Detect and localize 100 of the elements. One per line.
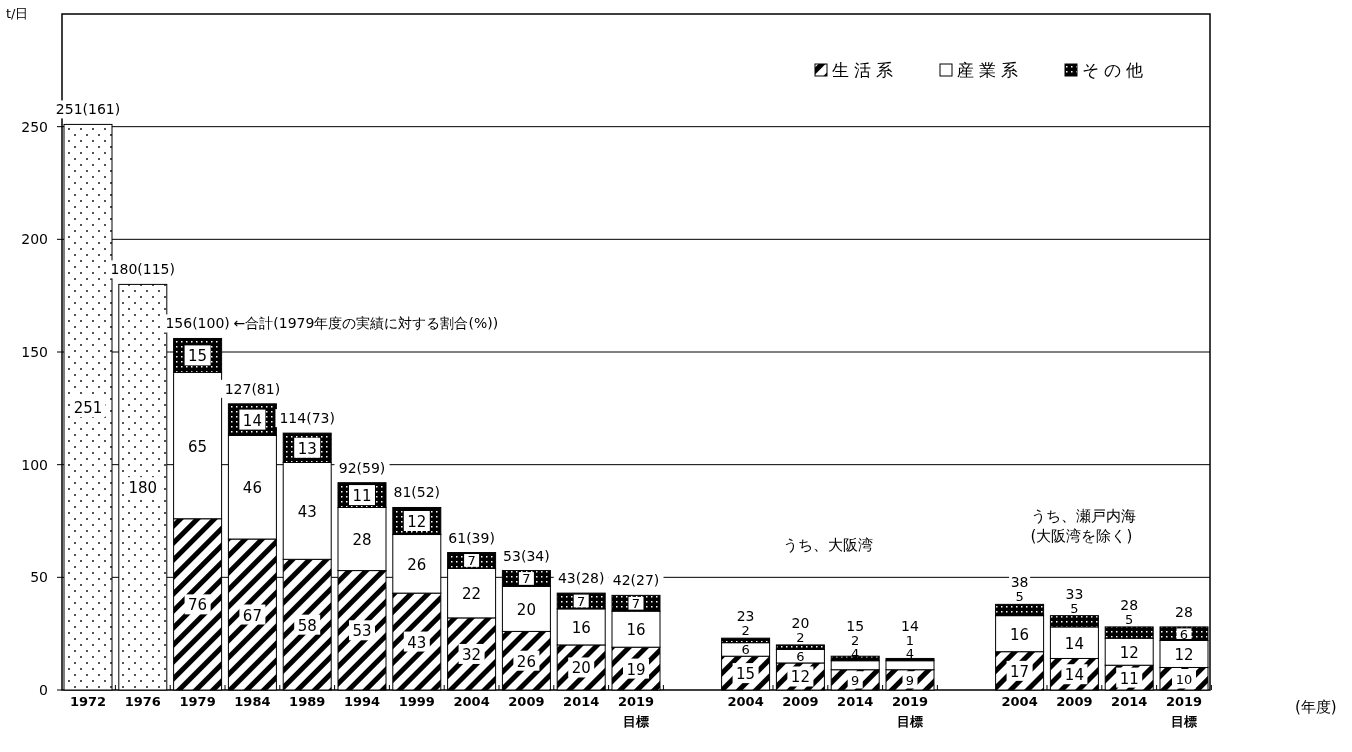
data-label: 17: [1010, 662, 1030, 681]
data-label: 16: [626, 621, 646, 640]
y-axis-title: t/日: [6, 6, 29, 21]
y-tick-label: 0: [39, 682, 48, 698]
y-tick-label: 250: [21, 118, 48, 135]
data-label: 2: [796, 629, 805, 645]
data-label: 7: [522, 571, 531, 587]
data-label: 26: [407, 555, 427, 574]
data-label: 7: [631, 596, 641, 612]
total-label: 53(34): [503, 547, 550, 564]
data-label: 4: [905, 645, 915, 661]
x-tick-label: 1972: [69, 694, 107, 709]
data-label: 22: [462, 585, 482, 604]
data-label: 16: [571, 618, 591, 637]
legend-label: 産業系: [957, 60, 1023, 80]
x-tick-label: 2014: [563, 694, 600, 709]
data-label: 6: [1179, 626, 1189, 642]
data-label: 15: [736, 665, 756, 684]
total-label: 14: [901, 617, 919, 634]
data-label: 2: [741, 623, 750, 639]
x-tick-label: 1999: [398, 694, 435, 709]
annotation: うち、瀬戸内海: [1030, 507, 1136, 525]
data-label: 2: [851, 632, 860, 648]
data-label: 20: [571, 659, 591, 678]
total-label: 180(115): [110, 261, 175, 278]
data-label: 7: [577, 593, 586, 609]
data-label: 11: [1119, 669, 1139, 688]
data-label: 14: [242, 411, 262, 430]
y-tick-label: 200: [21, 231, 48, 248]
total-label: 127(81): [224, 380, 281, 397]
total-label: 156(100): [165, 315, 230, 332]
data-label: 1: [905, 632, 915, 648]
x-tick-label: 1984: [234, 694, 271, 709]
data-label: 6: [796, 649, 805, 665]
data-label: 9: [851, 672, 860, 688]
data-label: 12: [790, 668, 810, 687]
annotation: (大阪湾を除く): [1030, 527, 1133, 546]
data-label: 67: [242, 606, 262, 625]
data-label: 13: [297, 439, 317, 458]
data-label: 11: [352, 487, 372, 506]
data-label: 6: [741, 642, 750, 658]
data-label: 10: [1175, 671, 1193, 687]
data-label: 5: [1070, 600, 1079, 616]
x-tick-label: 2014: [837, 694, 874, 709]
data-label: 14: [1064, 634, 1084, 653]
total-label: 15: [846, 617, 865, 634]
x-tick-label: 2004: [727, 694, 764, 709]
annotation: ←合計(1979年度の実績に対する割合(%)): [233, 315, 499, 332]
data-label: 43: [297, 502, 317, 521]
total-label: 61(39): [448, 529, 495, 546]
data-label: 12: [1119, 643, 1139, 662]
total-label: 92(59): [338, 459, 386, 476]
data-label: 58: [297, 616, 317, 635]
total-label: 43(28): [557, 570, 605, 587]
data-label: 20: [516, 600, 536, 619]
x-tick-label: 2004: [1001, 694, 1038, 709]
data-label: 16: [1010, 625, 1030, 644]
legend-label: 生活系: [832, 60, 898, 80]
x-tick-label: 2004: [453, 694, 490, 709]
data-label: 53: [352, 622, 372, 641]
data-label: 5: [1125, 611, 1134, 627]
total-label: 251(161): [55, 101, 121, 118]
x-tick-label: 2014: [1111, 694, 1148, 709]
total-label: 28: [1175, 603, 1193, 620]
data-label: 12: [407, 513, 427, 531]
data-label: 28: [352, 531, 372, 550]
total-label: 23: [736, 608, 755, 625]
total-label: 20: [791, 614, 810, 631]
data-label: 14: [1064, 666, 1084, 685]
total-label: 81(52): [393, 484, 441, 501]
data-label: 26: [516, 652, 536, 671]
x-tick-label: 1979: [179, 694, 216, 709]
data-label: 12: [1174, 645, 1194, 664]
y-tick-label: 150: [21, 344, 48, 360]
total-label: 114(73): [279, 410, 335, 427]
total-label: 33: [1065, 585, 1084, 602]
data-label: 46: [242, 479, 262, 498]
x-tick-label: 2009: [508, 694, 545, 709]
annotation: うち、大阪湾: [782, 536, 873, 555]
data-label: 5: [1015, 589, 1024, 605]
data-label: 15: [188, 347, 208, 366]
x-tick-label: 2019 目標: [891, 694, 929, 729]
x-tick-label: 1976: [124, 694, 161, 709]
total-label: 28: [1120, 596, 1139, 613]
data-label: 251: [73, 399, 103, 418]
total-label: 42(27): [612, 572, 660, 589]
data-label: 9: [905, 672, 915, 688]
data-label: 19: [626, 660, 646, 679]
data-label: 43: [407, 633, 427, 652]
x-tick-label: 2019 目標: [1165, 694, 1203, 729]
x-tick-label: 1989: [289, 694, 326, 709]
data-label: 180: [128, 479, 158, 498]
data-label: 76: [188, 596, 208, 615]
y-tick-label: 100: [21, 456, 48, 473]
x-tick-label: 2019 目標: [617, 694, 655, 729]
legend-label: その他: [1082, 60, 1148, 80]
total-label: 38: [1010, 574, 1029, 591]
data-label: 7: [467, 553, 476, 569]
data-label: 65: [188, 437, 208, 456]
text: (年度): [1295, 698, 1337, 716]
